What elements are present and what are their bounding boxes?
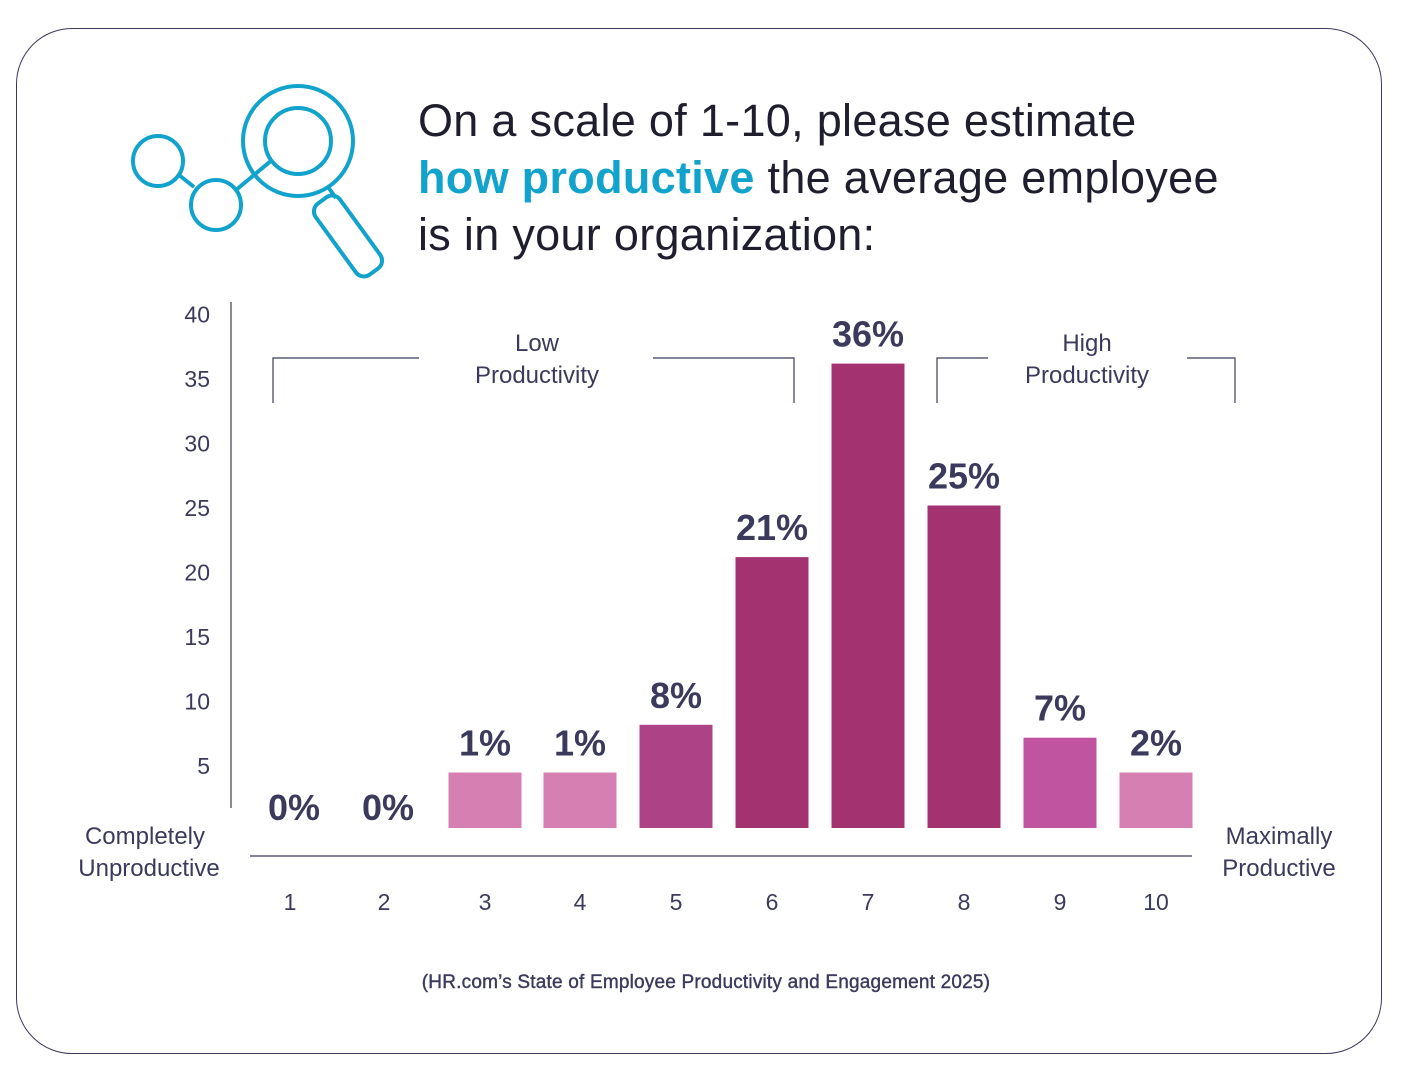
magnifier-network-icon	[131, 84, 385, 279]
value-label: 21%	[736, 507, 808, 548]
value-label: 2%	[1130, 723, 1182, 764]
bar	[543, 772, 617, 828]
right-end-label-line-1: Maximally	[1226, 823, 1333, 850]
x-tick-label: 5	[670, 889, 683, 915]
y-tick-label: 25	[184, 495, 210, 521]
value-label: 1%	[554, 723, 606, 764]
group-label-line-1: High	[1062, 330, 1111, 357]
y-tick-label: 20	[184, 560, 210, 586]
group-label-line-2: Productivity	[475, 362, 599, 389]
bar	[1023, 737, 1097, 828]
left-end-label-line-1: Completely	[85, 823, 205, 850]
title-line-1: On a scale of 1-10, please estimate	[418, 95, 1137, 146]
group-bracket	[936, 357, 1236, 403]
x-tick-label: 1	[284, 889, 297, 915]
y-tick-label: 10	[184, 689, 210, 715]
y-tick-label: 35	[184, 366, 210, 392]
value-label: 8%	[650, 675, 702, 716]
x-tick-label: 7	[862, 889, 875, 915]
value-label: 36%	[832, 314, 904, 355]
bar	[927, 505, 1001, 828]
title-line-2-rest: the average employee	[754, 152, 1219, 203]
bar	[1119, 772, 1193, 828]
left-end-label-line-2: Unproductive	[78, 855, 219, 882]
y-tick-label: 40	[184, 302, 210, 328]
bar	[831, 363, 905, 828]
x-tick-label: 3	[479, 889, 492, 915]
value-label: 0%	[362, 787, 414, 828]
group-label-line-2: Productivity	[1025, 362, 1149, 389]
value-label: 0%	[268, 787, 320, 828]
x-tick-label: 8	[958, 889, 971, 915]
value-label: 1%	[459, 723, 511, 764]
y-tick-label: 15	[184, 624, 210, 650]
title-highlight: how productive	[418, 152, 755, 203]
group-label-line-1: Low	[515, 330, 560, 357]
x-tick-label: 10	[1143, 889, 1169, 915]
right-end-label-line-2: Productive	[1222, 855, 1335, 882]
x-tick-label: 4	[574, 889, 587, 915]
card-frame	[16, 28, 1382, 1054]
bar	[448, 772, 522, 828]
x-tick-label: 9	[1054, 889, 1067, 915]
source-citation: (HR.com’s State of Employee Productivity…	[421, 972, 991, 993]
title-line-3: is in your organization:	[418, 209, 876, 260]
group-bracket	[272, 357, 795, 403]
title-line-2: how productive the average employee	[418, 149, 1378, 206]
value-label: 25%	[928, 456, 1000, 497]
y-tick-label: 30	[184, 431, 210, 457]
y-tick-label: 5	[197, 753, 210, 779]
x-tick-label: 6	[766, 889, 779, 915]
bar	[735, 557, 809, 828]
value-label: 7%	[1034, 688, 1086, 729]
bar	[639, 724, 713, 828]
chart-title: On a scale of 1-10, please estimate how …	[418, 92, 1378, 263]
x-tick-label: 2	[378, 889, 391, 915]
